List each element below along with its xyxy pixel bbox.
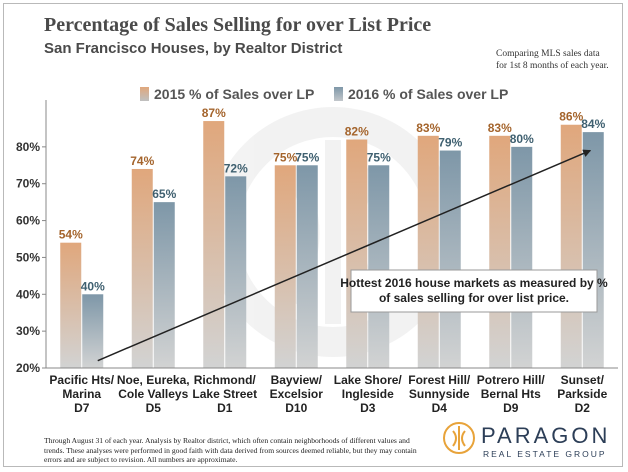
- data-label-2016-7: 84%: [581, 117, 605, 131]
- legend-swatch-2015: [140, 87, 149, 101]
- x-tick-label-6-2: D9: [503, 401, 519, 415]
- x-tick-label-0-1: Marina: [62, 387, 101, 401]
- x-tick-label-6-1: Bernal Hts: [481, 387, 541, 401]
- x-tick-label-1-1: Cole Valleys: [118, 387, 188, 401]
- x-tick-label-3-0: Bayview/: [271, 373, 323, 387]
- x-tick-label-1-0: Noe, Eureka,: [117, 373, 190, 387]
- x-tick-label-6-0: Potrero Hill/: [477, 373, 546, 387]
- x-tick-label-4-2: D3: [360, 401, 376, 415]
- bar-2015-1: [131, 168, 153, 368]
- bar-2015-0: [60, 242, 82, 368]
- x-tick-label-3-1: Excelsior: [270, 387, 324, 401]
- paragon-logo-icon: [443, 422, 475, 454]
- x-tick-label-5-1: Sunnyside: [409, 387, 470, 401]
- y-tick-label-50: 50%: [16, 250, 40, 264]
- y-tick-label-60: 60%: [16, 214, 40, 228]
- data-note: Comparing MLS sales data for 1st 8 month…: [496, 48, 616, 72]
- x-tick-label-3-2: D10: [285, 401, 307, 415]
- x-tick-label-4-0: Lake Shore/: [334, 373, 403, 387]
- y-tick-label-30: 30%: [16, 324, 40, 338]
- legend-label-2015: 2015 % of Sales over LP: [154, 86, 315, 102]
- data-note-line-2: for 1st 8 months of each year.: [496, 61, 609, 71]
- data-label-2015-6: 83%: [488, 121, 512, 135]
- x-tick-label-5-0: Forest Hill/: [408, 373, 471, 387]
- data-label-2016-2: 72%: [224, 161, 248, 175]
- data-label-2016-1: 65%: [152, 187, 176, 201]
- footer-disclaimer: Through August 31 of each year. Analysis…: [44, 436, 417, 464]
- y-tick-label-80: 80%: [16, 140, 40, 154]
- data-label-2015-4: 82%: [345, 124, 369, 138]
- x-tick-label-2-2: D1: [217, 401, 233, 415]
- logo-name: PARAGON: [481, 423, 611, 448]
- logo-tagline: REAL ESTATE GROUP: [483, 449, 607, 459]
- data-label-2016-6: 80%: [510, 132, 534, 146]
- bar-2016-6: [511, 146, 533, 368]
- legend-label-2016: 2016 % of Sales over LP: [348, 86, 509, 102]
- x-tick-label-7-0: Sunset/: [561, 373, 605, 387]
- legend-item-2015: 2015 % of Sales over LP: [140, 86, 314, 104]
- bar-2015-6: [489, 135, 511, 368]
- bar-2016-7: [582, 132, 604, 368]
- bar-2016-3: [296, 165, 318, 368]
- legend-item-2016: 2016 % of Sales over LP: [334, 86, 508, 104]
- data-label-2015-3: 75%: [273, 150, 297, 164]
- data-note-line-1: Comparing MLS sales data: [496, 49, 600, 59]
- annotation-line-0: Hottest 2016 house markets as measured b…: [340, 276, 608, 290]
- bar-2016-2: [225, 176, 247, 368]
- y-tick-label-20: 20%: [16, 361, 40, 375]
- bar-2016-4: [368, 165, 390, 368]
- x-tick-label-1-2: D5: [146, 401, 162, 415]
- y-tick-label-70: 70%: [16, 177, 40, 191]
- x-tick-label-4-1: Ingleside: [342, 387, 394, 401]
- chart-subtitle: San Francisco Houses, by Realtor Distric…: [44, 40, 343, 57]
- data-label-2016-3: 75%: [295, 150, 319, 164]
- data-label-2016-0: 40%: [81, 279, 105, 293]
- y-tick-label-40: 40%: [16, 287, 40, 301]
- data-label-2015-7: 86%: [559, 110, 583, 124]
- x-tick-label-7-1: Parkside: [557, 387, 607, 401]
- data-label-2015-2: 87%: [202, 106, 226, 120]
- x-tick-label-5-2: D4: [432, 401, 448, 415]
- data-label-2016-4: 75%: [367, 150, 391, 164]
- data-label-2016-5: 79%: [438, 136, 462, 150]
- x-tick-label-2-0: Richmond/: [194, 373, 257, 387]
- chart-title: Percentage of Sales Selling for over Lis…: [44, 14, 432, 36]
- data-label-2015-1: 74%: [130, 154, 154, 168]
- x-tick-label-0-2: D7: [74, 401, 90, 415]
- legend-swatch-2016: [334, 87, 343, 101]
- data-label-2015-5: 83%: [416, 121, 440, 135]
- x-tick-label-0-0: Pacific Hts/: [49, 373, 114, 387]
- bar-2015-2: [203, 121, 225, 368]
- bar-2016-1: [153, 202, 175, 368]
- bar-2016-5: [439, 150, 461, 368]
- annotation-box: [350, 269, 598, 313]
- trend-arrow: [97, 149, 592, 362]
- x-tick-label-2-1: Lake Street: [192, 387, 257, 401]
- x-tick-label-7-2: D2: [575, 401, 591, 415]
- bar-2016-0: [82, 294, 104, 368]
- bar-2015-3: [274, 165, 296, 368]
- data-label-2015-0: 54%: [59, 228, 83, 242]
- bar-2015-5: [417, 135, 439, 368]
- annotation-line-1: of sales selling for over list price.: [379, 291, 569, 305]
